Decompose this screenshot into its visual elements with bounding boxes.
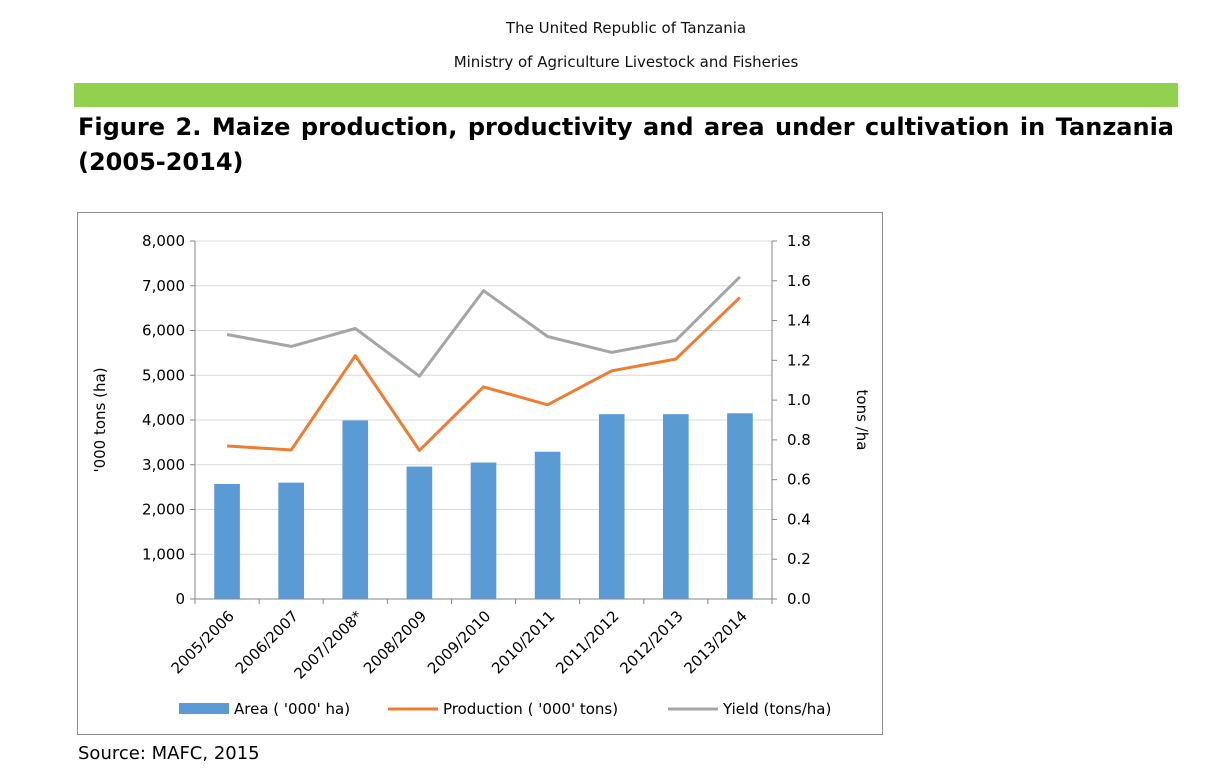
left-tick-label: 4,000 <box>142 411 185 429</box>
legend-label: Area ( '000' ha) <box>234 700 350 718</box>
bar-area <box>534 451 561 599</box>
left-tick-label: 5,000 <box>142 366 185 384</box>
right-tick-label: 0.8 <box>787 431 811 449</box>
header-ministry: Ministry of Agriculture Livestock and Fi… <box>453 53 799 71</box>
figure-title: Figure 2. Maize production, productivity… <box>78 113 1174 176</box>
left-tick-label: 6,000 <box>142 322 185 340</box>
bar-area <box>663 414 689 599</box>
y-axis-title: '000 tons (ha) <box>91 367 109 472</box>
x-tick-label: 2009/2010 <box>424 607 494 677</box>
right-tick-label: 1.0 <box>787 391 811 409</box>
header-country: The United Republic of Tanzania <box>505 19 747 37</box>
left-tick-label: 8,000 <box>142 232 185 250</box>
x-tick-label: 2005/2006 <box>168 607 238 677</box>
right-tick-label: 1.2 <box>787 351 811 369</box>
right-tick-label: 0.0 <box>787 590 811 608</box>
legend-label: Yield (tons/ha) <box>722 700 831 718</box>
bar-area <box>470 462 497 599</box>
y2-axis-title: tons /ha <box>853 390 871 451</box>
right-tick-label: 0.4 <box>787 510 811 528</box>
bar-area <box>214 483 240 599</box>
combo-chart: 0 1,000 2,000 3,000 4,000 5,000 6,000 7,000 8,00… <box>91 232 871 718</box>
x-tick-label: 2010/2011 <box>488 607 558 677</box>
bar-area <box>598 414 625 599</box>
left-tick-label: 0 <box>175 590 185 608</box>
x-tick-label: 2011/2012 <box>552 607 622 677</box>
right-tick-label: 0.2 <box>787 550 811 568</box>
right-tick-label: 0.6 <box>787 471 811 489</box>
x-tick-label: 2013/2014 <box>680 607 750 677</box>
header-divider-bar <box>74 83 1178 107</box>
left-tick-label: 7,000 <box>142 277 185 295</box>
x-tick-label: 2006/2007 <box>232 607 302 677</box>
left-tick-label: 3,000 <box>142 456 185 474</box>
series-line-yield <box>226 275 741 378</box>
chart-container: 0 1,000 2,000 3,000 4,000 5,000 6,000 7,000 8,00… <box>77 212 883 735</box>
source-note: Source: MAFC, 2015 <box>78 743 260 764</box>
left-tick-label: 2,000 <box>142 501 185 519</box>
bar-area <box>278 482 304 599</box>
bar-area <box>406 466 433 599</box>
legend-label: Production ( '000' tons) <box>443 700 618 718</box>
legend-swatch-area <box>179 703 229 714</box>
bar-area <box>342 420 369 599</box>
x-tick-label: 2007/2008* <box>291 607 367 683</box>
x-tick-label: 2012/2013 <box>616 607 686 677</box>
right-tick-label: 1.4 <box>787 312 811 330</box>
right-tick-label: 1.6 <box>787 272 811 290</box>
series-line-production <box>227 296 741 452</box>
right-tick-label: 1.8 <box>787 232 811 250</box>
x-tick-label: 2008/2009 <box>360 607 430 677</box>
left-tick-label: 1,000 <box>142 545 185 563</box>
bar-area <box>727 413 753 599</box>
